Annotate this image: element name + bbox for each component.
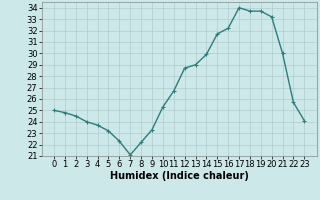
X-axis label: Humidex (Indice chaleur): Humidex (Indice chaleur) [110,171,249,181]
